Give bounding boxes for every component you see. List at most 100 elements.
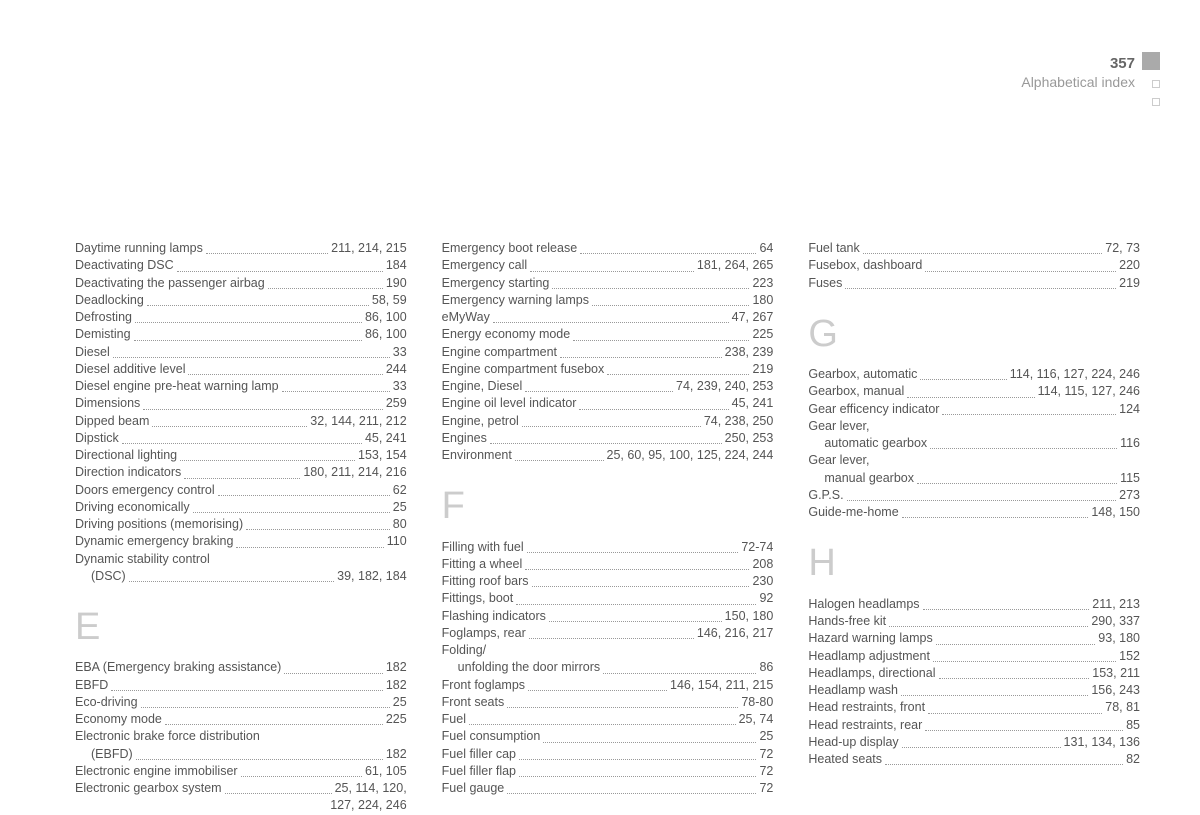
section-letter-f: F [442, 480, 774, 532]
marker-box [1152, 80, 1160, 88]
entry-label: Fuel gauge [442, 780, 505, 797]
entry-label: Hazard warning lamps [808, 630, 932, 647]
index-entry: Fitting roof bars230 [442, 573, 774, 590]
index-entry: Fusebox, dashboard220 [808, 257, 1140, 274]
index-entry: Hands-free kit290, 337 [808, 613, 1140, 630]
leader-dots [284, 659, 382, 673]
leader-dots [111, 677, 382, 691]
leader-dots [141, 694, 390, 708]
entry-label: Front seats [442, 694, 505, 711]
entry-label: Head restraints, rear [808, 717, 922, 734]
entry-pages: 92 [759, 590, 773, 607]
index-entry: Gear efficency indicator124 [808, 401, 1140, 418]
leader-dots [942, 401, 1116, 415]
index-entry: unfolding the door mirrors86 [442, 659, 774, 676]
entry-label: Filling with fuel [442, 539, 524, 556]
index-entry: EBFD 182 [75, 677, 407, 694]
leader-dots [218, 482, 390, 496]
leader-dots [129, 568, 334, 582]
leader-dots [268, 275, 383, 289]
leader-dots [522, 413, 701, 427]
leader-dots [580, 240, 756, 254]
entry-label: Demisting [75, 326, 131, 343]
entry-label: EBA (Emergency braking assistance) [75, 659, 281, 676]
leader-dots [920, 366, 1006, 380]
entry-label: Dipstick [75, 430, 119, 447]
entry-label: EBFD [75, 677, 108, 694]
entry-label: Fuel tank [808, 240, 859, 257]
index-entry: Head restraints, front78, 81 [808, 699, 1140, 716]
index-entry: manual gearbox 115 [808, 470, 1140, 487]
entry-pages: 290, 337 [1091, 613, 1140, 630]
leader-dots [917, 470, 1117, 484]
entry-pages: 114, 116, 127, 224, 246 [1010, 366, 1140, 383]
leader-dots [925, 257, 1116, 271]
entry-label: unfolding the door mirrors [442, 659, 600, 676]
entry-pages: 146, 154, 211, 215 [670, 677, 773, 694]
index-entry: Gear lever, [808, 452, 1140, 469]
entry-label: Gearbox, manual [808, 383, 904, 400]
entry-label: Emergency boot release [442, 240, 578, 257]
index-entry: Driving positions (memorising)80 [75, 516, 407, 533]
index-entry: Engine, petrol74, 238, 250 [442, 413, 774, 430]
leader-dots [928, 699, 1102, 713]
index-entry: Engine compartment fusebox219 [442, 361, 774, 378]
entry-pages: 78-80 [741, 694, 773, 711]
entry-label: Gear lever, [808, 418, 869, 435]
entry-label: Engine compartment fusebox [442, 361, 605, 378]
index-entry: Head-up display131, 134, 136 [808, 734, 1140, 751]
leader-dots [152, 413, 307, 427]
leader-dots [147, 292, 369, 306]
index-entry: Energy economy mode225 [442, 326, 774, 343]
entry-pages: 244 [386, 361, 407, 378]
entry-label: Fusebox, dashboard [808, 257, 922, 274]
leader-dots [889, 613, 1088, 627]
entry-label: Economy mode [75, 711, 162, 728]
entry-label: Headlamp adjustment [808, 648, 930, 665]
entry-pages: 58, 59 [372, 292, 407, 309]
entry-pages: 225 [386, 711, 407, 728]
entry-label: Halogen headlamps [808, 596, 919, 613]
leader-dots [532, 573, 750, 587]
entry-label: Gear efficency indicator [808, 401, 939, 418]
entry-label: Heated seats [808, 751, 882, 768]
entry-label: Fitting a wheel [442, 556, 523, 573]
entry-label: Fuel filler flap [442, 763, 516, 780]
index-entry: Heated seats82 [808, 751, 1140, 768]
index-entry: Fuel tank72, 73 [808, 240, 1140, 257]
entry-pages: 25 [759, 728, 773, 745]
entry-pages: 153, 211 [1092, 665, 1140, 682]
leader-dots [206, 240, 328, 254]
entry-label: Fuel filler cap [442, 746, 516, 763]
index-entry: Headlamp wash156, 243 [808, 682, 1140, 699]
index-entry: Electronic gearbox system25, 114, 120, [75, 780, 407, 797]
entry-pages: 150, 180 [725, 608, 774, 625]
entry-label: Engine, Diesel [442, 378, 523, 395]
leader-dots [529, 625, 694, 639]
entry-pages: 115 [1120, 470, 1140, 487]
entry-pages: 182 [386, 677, 407, 694]
leader-dots [493, 309, 729, 323]
index-entry: Electronic brake force distribution [75, 728, 407, 745]
entry-pages: 146, 216, 217 [697, 625, 773, 642]
index-entry: Electronic engine immobiliser61, 105 [75, 763, 407, 780]
entry-label: Deadlocking [75, 292, 144, 309]
index-entry: Folding/ [442, 642, 774, 659]
index-entry: Diesel33 [75, 344, 407, 361]
entry-pages: 62 [393, 482, 407, 499]
entry-label: manual gearbox [808, 470, 914, 487]
entry-label: Doors emergency control [75, 482, 215, 499]
entry-label: Fitting roof bars [442, 573, 529, 590]
entry-pages: 182 [386, 659, 407, 676]
index-entry: Gearbox, automatic114, 116, 127, 224, 24… [808, 366, 1140, 383]
index-entry: Gearbox, manual114, 115, 127, 246 [808, 383, 1140, 400]
leader-dots [188, 361, 382, 375]
leader-dots [552, 275, 749, 289]
entry-pages: 25, 114, 120, [335, 780, 407, 797]
entry-label: Driving positions (memorising) [75, 516, 243, 533]
section-letter-h: H [808, 537, 1140, 589]
index-entry: Demisting86, 100 [75, 326, 407, 343]
entry-label: Gear lever, [808, 452, 869, 469]
index-entry: Guide-me-home148, 150 [808, 504, 1140, 521]
entry-pages: 211, 214, 215 [331, 240, 407, 257]
